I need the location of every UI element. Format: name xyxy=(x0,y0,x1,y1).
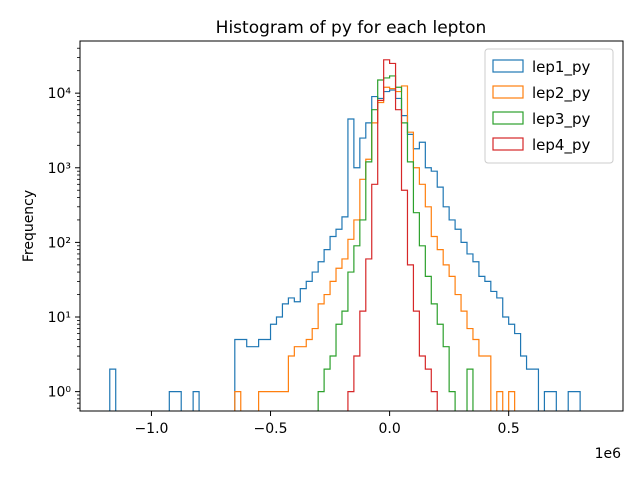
y-tick-label: 10⁴ xyxy=(48,86,72,102)
series-outline-lep3_py xyxy=(317,75,474,411)
legend-entry-lep2_py: lep2_py xyxy=(492,84,590,103)
y-tick-label: 10¹ xyxy=(48,310,71,326)
series-outline-lep4_py xyxy=(347,59,438,411)
x-offset-label: 1e6 xyxy=(595,446,622,462)
x-axis: −1.0 −0.5 0.0 0.5 xyxy=(134,411,520,437)
legend-swatch xyxy=(492,111,524,125)
y-axis: 10⁰ 10¹ 10² 10³ 10⁴ xyxy=(48,47,80,409)
y-axis-title: Frequency xyxy=(21,190,37,262)
legend-swatch xyxy=(492,85,524,99)
y-tick-label: 10⁰ xyxy=(48,385,72,401)
legend: lep1_py lep2_py lep3_py lep4_py xyxy=(484,48,614,164)
legend-entry-lep1_py: lep1_py xyxy=(492,58,590,77)
legend-swatch xyxy=(492,59,524,73)
series-lep4_py xyxy=(347,59,438,411)
x-tick-label: 0.5 xyxy=(498,421,520,437)
legend-swatch xyxy=(492,137,524,151)
y-tick-label: 10³ xyxy=(48,161,71,177)
legend-frame xyxy=(484,48,614,164)
series-outline-lep2_py xyxy=(234,85,516,411)
legend-label: lep4_py xyxy=(532,136,590,155)
series-layer xyxy=(109,59,581,411)
x-tick-label: −0.5 xyxy=(254,421,288,437)
x-tick-label: 0.0 xyxy=(378,421,400,437)
y-tick-label: 10² xyxy=(48,235,71,251)
chart-title: Histogram of py for each lepton xyxy=(216,18,487,38)
legend-label: lep2_py xyxy=(532,84,590,103)
series-lep3_py xyxy=(317,75,474,411)
legend-entry-lep4_py: lep4_py xyxy=(492,136,590,155)
legend-label: lep3_py xyxy=(532,110,590,129)
plot-frame xyxy=(79,40,624,412)
series-lep2_py xyxy=(234,85,516,411)
x-tick-label: −1.0 xyxy=(134,421,168,437)
legend-label: lep1_py xyxy=(532,58,590,77)
legend-entry-lep3_py: lep3_py xyxy=(492,110,590,129)
